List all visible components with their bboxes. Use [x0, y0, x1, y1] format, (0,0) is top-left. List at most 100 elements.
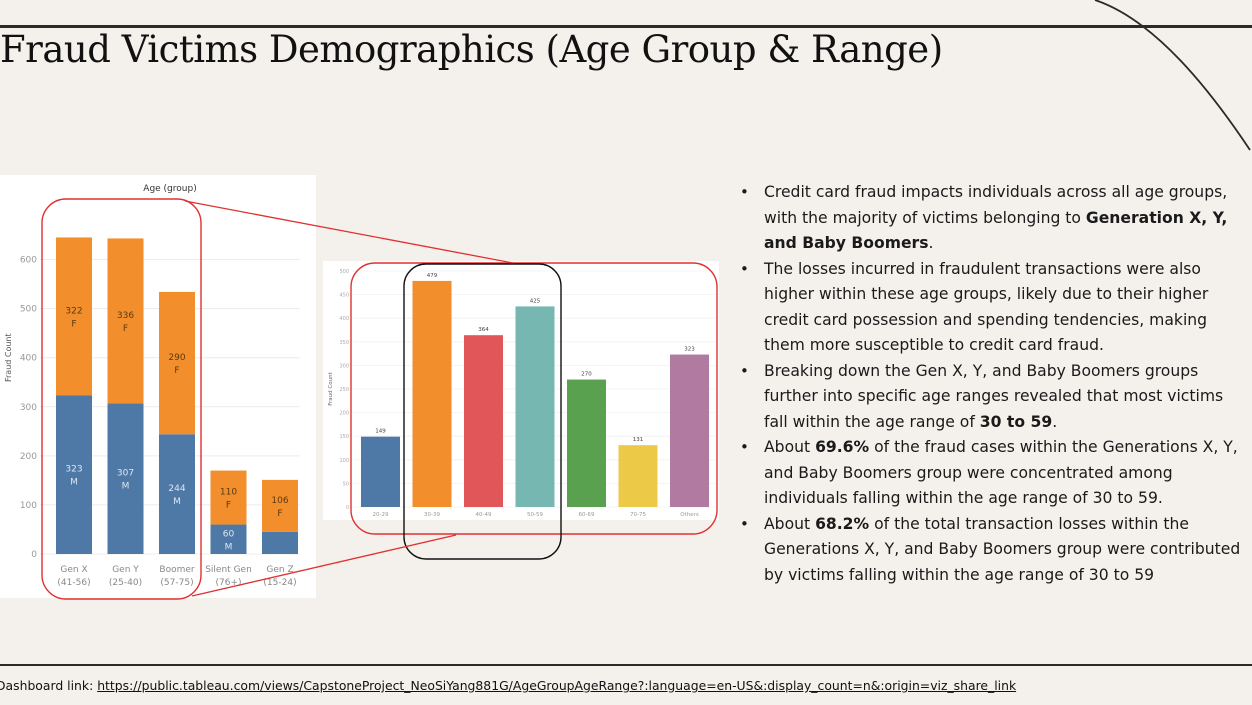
- x-tick-label: Others: [680, 512, 699, 518]
- insight-bullet: Credit card fraud impacts individuals ac…: [738, 180, 1250, 257]
- data-label: 149: [375, 429, 386, 435]
- bar-f: [210, 470, 247, 525]
- insight-text: .: [928, 234, 934, 252]
- insight-text: .: [1052, 412, 1058, 431]
- data-label: M: [70, 478, 78, 488]
- bar-f: [262, 479, 298, 532]
- bar: [515, 306, 555, 507]
- y-tick-label: 400: [20, 354, 37, 364]
- insight-emphasis: 30 to 59: [979, 412, 1053, 431]
- x-tick-label: (25-40): [109, 578, 142, 588]
- x-tick-label: Silent Gen: [205, 565, 252, 575]
- insight-emphasis: 69.6%: [815, 438, 870, 456]
- y-axis-label: Fraud Count: [328, 371, 334, 405]
- y-tick-label: 500: [339, 269, 349, 275]
- bar: [464, 335, 503, 507]
- insights-list: Credit card fraud impacts individuals ac…: [738, 180, 1250, 588]
- bar: [567, 379, 606, 507]
- insight-emphasis: 68.2%: [815, 514, 870, 533]
- insight-text: The losses incurred in fraudulent transa…: [764, 259, 1209, 355]
- data-label: 425: [530, 298, 541, 304]
- y-tick-label: 250: [339, 387, 349, 393]
- y-tick-label: 450: [339, 293, 349, 299]
- data-label: 479: [427, 273, 438, 279]
- insight-bullet: Breaking down the Gen X, Y, and Baby Boo…: [738, 359, 1250, 436]
- data-label: F: [277, 509, 282, 519]
- y-tick-label: 300: [20, 403, 37, 413]
- footer-label: Dashboard link:: [0, 678, 94, 693]
- bar: [361, 436, 400, 507]
- x-tick-label: 60-69: [579, 512, 595, 518]
- insight-text: of the fraud cases within the Generation…: [764, 438, 1238, 507]
- bar: [618, 445, 658, 507]
- decorative-arc: [1094, 0, 1251, 151]
- x-tick-label: (76+): [215, 578, 241, 588]
- data-label: F: [71, 319, 76, 329]
- y-tick-label: 600: [20, 256, 37, 266]
- insight-bullet: About 68.2% of the total transaction los…: [738, 512, 1250, 589]
- top-rule: [0, 25, 1252, 28]
- bottom-rule: [0, 664, 1252, 666]
- x-tick-label: Gen X: [60, 565, 87, 575]
- x-tick-label: 40-49: [476, 512, 492, 518]
- y-tick-label: 350: [339, 340, 349, 346]
- chart-title: Age (group): [143, 184, 196, 194]
- data-label: 336: [117, 311, 134, 321]
- insight-bullet: The losses incurred in fraudulent transa…: [738, 257, 1250, 359]
- age-range-bar-chart: Fraud Count 0 50 100 150 200 250 300 350 400 450 50…: [328, 269, 715, 518]
- x-tick-label: 50-59: [527, 512, 543, 518]
- age-group-stacked-bar-chart: Age (group) Fraud Count 0 100 200 300 400 500 60…: [4, 184, 300, 588]
- insight-bullet: About 69.6% of the fraud cases within th…: [738, 435, 1250, 512]
- y-tick-label: 300: [339, 363, 349, 369]
- x-tick-label: 30-39: [424, 512, 440, 518]
- data-label: M: [225, 542, 233, 552]
- data-label: 322: [65, 306, 82, 316]
- bar: [412, 280, 452, 507]
- x-tick-label: Gen Z: [266, 565, 293, 575]
- data-label: 323: [65, 465, 82, 475]
- dashboard-link[interactable]: https://public.tableau.com/views/Capston…: [97, 678, 1017, 693]
- data-label: 244: [168, 484, 185, 494]
- x-tick-label: (41-56): [57, 578, 90, 588]
- y-tick-label: 500: [20, 305, 37, 315]
- data-label: F: [123, 324, 128, 334]
- insight-text: About: [764, 438, 816, 456]
- footer: Dashboard link: https://public.tableau.c…: [0, 678, 1016, 693]
- x-tick-label: (15-24): [263, 578, 296, 588]
- data-label: 307: [117, 469, 134, 479]
- age-group-chart-panel: Age (group) Fraud Count 0 100 200 300 400 500 60…: [0, 175, 316, 598]
- data-label: 106: [271, 496, 288, 506]
- data-label: 290: [168, 353, 185, 363]
- y-tick-label: 0: [31, 550, 37, 560]
- data-label: 110: [220, 488, 237, 498]
- data-label: F: [174, 366, 179, 376]
- data-label: M: [173, 497, 181, 507]
- y-tick-label: 50: [343, 481, 349, 487]
- data-label: 364: [478, 327, 489, 333]
- y-tick-label: 400: [339, 316, 349, 322]
- x-tick-label: (57-75): [160, 578, 193, 588]
- x-tick-label: 70-75: [630, 512, 646, 518]
- x-tick-label: 20-29: [373, 512, 389, 518]
- data-label: 323: [684, 347, 695, 353]
- x-tick-label: Gen Y: [112, 565, 139, 575]
- data-label: F: [226, 501, 231, 511]
- data-label: 60: [223, 529, 235, 539]
- y-tick-label: 200: [20, 452, 37, 462]
- y-tick-label: 200: [339, 411, 349, 417]
- y-tick-label: 100: [339, 458, 349, 464]
- age-range-chart-panel: Fraud Count 0 50 100 150 200 250 300 350 400 450 50…: [323, 261, 719, 520]
- insight-text: Breaking down the Gen X, Y, and Baby Boo…: [764, 361, 1224, 431]
- x-tick-label: Boomer: [159, 565, 194, 575]
- y-axis-label: Fraud Count: [4, 333, 13, 382]
- y-tick-label: 0: [346, 505, 349, 511]
- bar-m: [262, 531, 298, 554]
- y-tick-label: 150: [339, 434, 349, 440]
- y-tick-label: 100: [20, 501, 37, 511]
- data-label: 131: [633, 437, 644, 443]
- bar: [670, 354, 709, 507]
- insight-text: Credit card fraud impacts individuals ac…: [764, 183, 1228, 227]
- data-label: M: [122, 482, 130, 492]
- slide-title: Fraud Victims Demographics (Age Group & …: [0, 28, 943, 71]
